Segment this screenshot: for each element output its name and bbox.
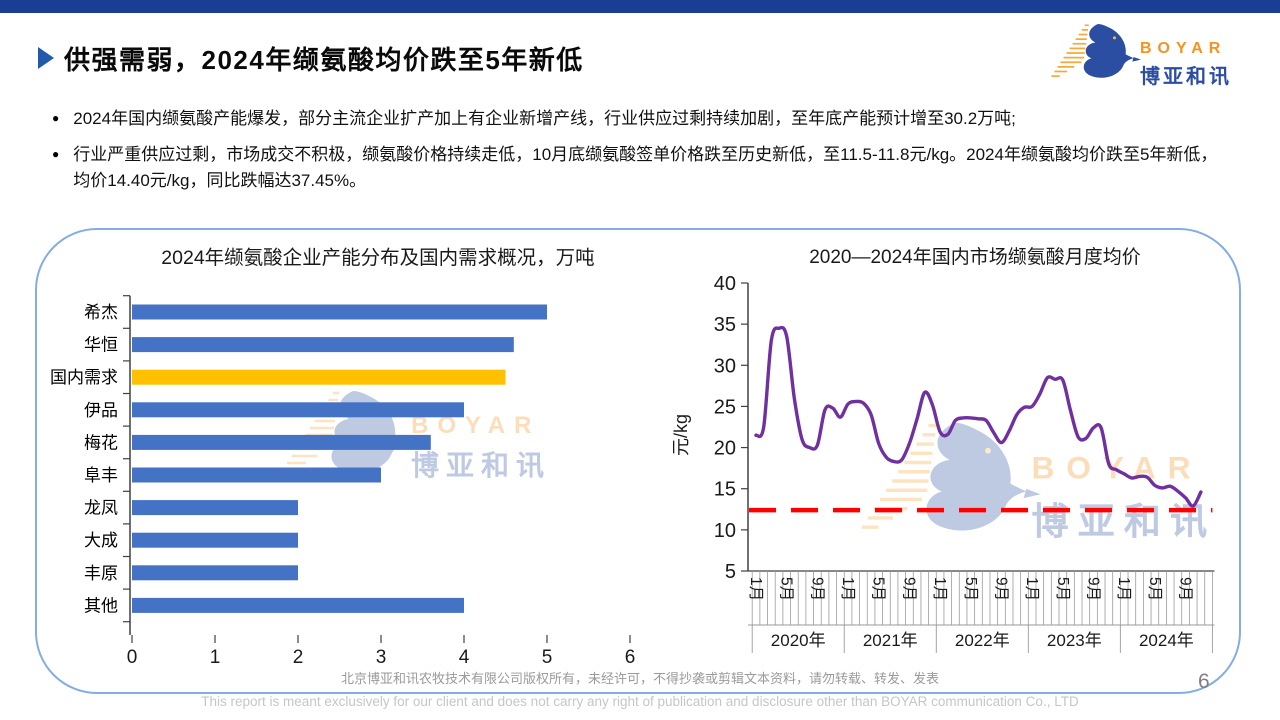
svg-text:10: 10: [714, 520, 736, 542]
bullet-text: 行业严重供应过剩，市场成交不积极，缬氨酸价格持续走低，10月底缬氨酸签单价格跌至…: [73, 145, 1218, 190]
svg-text:5: 5: [725, 561, 736, 583]
svg-text:1月: 1月: [839, 577, 856, 601]
svg-text:9月: 9月: [900, 577, 917, 601]
svg-text:丰原: 丰原: [84, 564, 118, 583]
svg-text:30: 30: [714, 355, 736, 377]
svg-text:2: 2: [293, 647, 304, 668]
svg-text:1月: 1月: [931, 577, 948, 601]
svg-text:20: 20: [714, 438, 736, 460]
svg-text:40: 40: [714, 275, 736, 295]
svg-text:9月: 9月: [1177, 577, 1194, 601]
svg-text:阜丰: 阜丰: [84, 466, 118, 485]
svg-text:9月: 9月: [1084, 577, 1101, 601]
logo-brand-cn: 博亚和讯: [1140, 66, 1232, 88]
svg-text:5月: 5月: [870, 577, 887, 601]
svg-text:35: 35: [714, 314, 736, 336]
logo-brand: BOYAR: [1140, 40, 1227, 57]
svg-text:梅花: 梅花: [84, 433, 118, 452]
svg-text:2024年: 2024年: [1139, 631, 1194, 650]
svg-text:25: 25: [714, 396, 736, 418]
page-title: 供强需弱，2024年缬氨酸均价跌至5年新低: [64, 45, 584, 75]
line-chart-title: 2020—2024年国内市场缬氨酸月度均价: [809, 247, 1141, 268]
svg-text:15: 15: [714, 479, 736, 501]
svg-text:华恒: 华恒: [84, 336, 118, 355]
bullet-icon: ●: [52, 111, 60, 125]
svg-text:0: 0: [127, 647, 138, 668]
svg-text:9月: 9月: [808, 577, 825, 601]
footer-disclaimer-en: This report is meant exclusively for our…: [201, 694, 1079, 709]
boyar-bird-icon: [1046, 20, 1146, 91]
svg-text:伊品: 伊品: [84, 401, 118, 420]
svg-text:4: 4: [459, 647, 470, 668]
svg-text:9月: 9月: [992, 577, 1009, 601]
svg-text:龙凤: 龙凤: [84, 499, 118, 518]
title-arrow-icon: [38, 47, 54, 69]
svg-text:国内需求: 国内需求: [50, 368, 118, 387]
svg-text:5月: 5月: [962, 577, 979, 601]
bullet-icon: ●: [52, 147, 60, 161]
price-line-chart: 5 10 15 20 25 30 35 40 元/kg 1月 5月 9月 2020年 1月 5月 9月 2021…: [671, 275, 1215, 653]
svg-text:5月: 5月: [778, 577, 795, 601]
svg-text:希杰: 希杰: [84, 303, 118, 322]
bullet-item: ● 2024年国内缬氨酸产能爆发，部分主流企业扩产加上有企业新增产线，行业供应过…: [52, 106, 1232, 132]
bullet-text: 2024年国内缬氨酸产能爆发，部分主流企业扩产加上有企业新增产线，行业供应过剩持…: [73, 109, 1016, 128]
watermark-brand-cn: 博亚和讯: [411, 450, 552, 481]
svg-text:2023年: 2023年: [1047, 631, 1102, 650]
svg-text:2021年: 2021年: [863, 631, 918, 650]
bullet-list: ● 2024年国内缬氨酸产能爆发，部分主流企业扩产加上有企业新增产线，行业供应过…: [52, 106, 1232, 204]
svg-text:1月: 1月: [747, 577, 764, 601]
svg-text:元/kg: 元/kg: [671, 414, 691, 456]
watermark-right: BOYAR 博亚和讯: [852, 415, 1216, 554]
svg-text:大成: 大成: [84, 531, 118, 550]
boyar-logo: BOYAR 博亚和讯: [1046, 20, 1232, 91]
svg-text:2022年: 2022年: [955, 631, 1010, 650]
watermark-brand-cn: 博亚和讯: [1031, 500, 1217, 542]
svg-text:1月: 1月: [1115, 577, 1132, 601]
boyar-bird-icon: [852, 415, 1050, 554]
top-accent-bar: [0, 0, 1280, 13]
svg-text:1: 1: [210, 647, 221, 668]
svg-text:3: 3: [376, 647, 387, 668]
svg-text:1月: 1月: [1023, 577, 1040, 601]
svg-text:5月: 5月: [1054, 577, 1071, 601]
svg-text:6: 6: [625, 647, 636, 668]
bar-chart-title: 2024年缬氨酸企业产能分布及国内需求概况，万吨: [161, 247, 595, 269]
page-number: 6: [1198, 670, 1210, 693]
bullet-item: ● 行业严重供应过剩，市场成交不积极，缬氨酸价格持续走低，10月底缬氨酸签单价格…: [52, 142, 1232, 194]
svg-text:2020年: 2020年: [771, 631, 826, 650]
svg-text:其他: 其他: [84, 596, 118, 615]
svg-text:5月: 5月: [1146, 577, 1163, 601]
footer-copyright-cn: 北京博亚和讯农牧技术有限公司版权所有，未经许可，不得抄袭或剪辑文本资料，请勿转载…: [340, 671, 939, 686]
svg-text:5: 5: [542, 647, 553, 668]
